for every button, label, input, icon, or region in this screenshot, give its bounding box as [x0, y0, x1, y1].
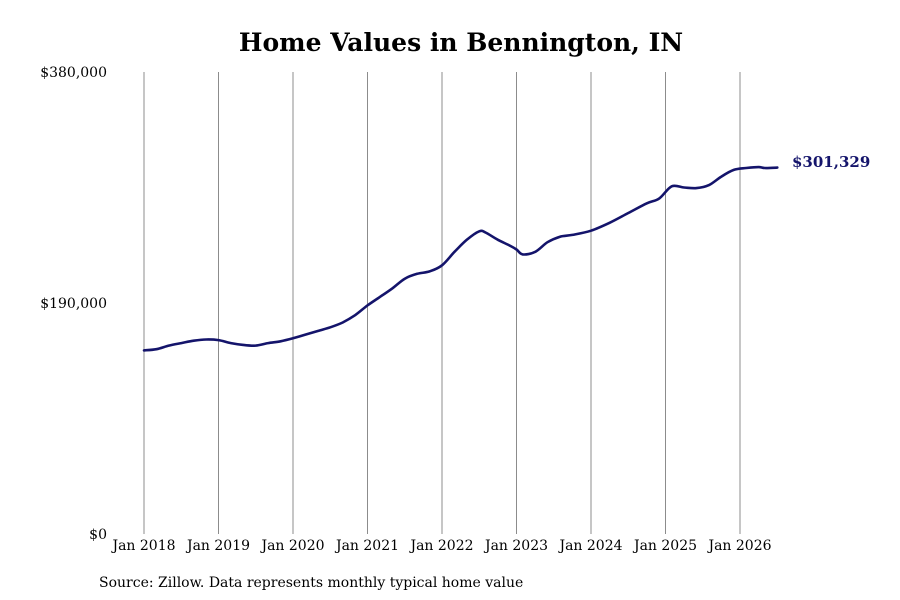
home-value-series-line [142, 165, 779, 352]
x-tick-label: Jan 2020 [259, 538, 324, 554]
x-tick-label: Jan 2021 [334, 538, 399, 554]
x-tick-label: Jan 2024 [557, 538, 622, 554]
x-axis-ticks: Jan 2018 Jan 2019 Jan 2020 Jan 2021 Jan 2022… [110, 538, 771, 554]
x-tick-label: Jan 2022 [408, 538, 473, 554]
source-note: Source: Zillow. Data represents monthly … [99, 575, 523, 591]
y-tick-label: $0 [89, 527, 107, 543]
latest-value-label: $301,329 [792, 153, 870, 171]
chart-title: Home Values in Bennington, IN [239, 28, 683, 57]
y-tick-label: $380,000 [40, 65, 107, 81]
x-tick-label: Jan 2018 [110, 538, 175, 554]
x-tick-label: Jan 2019 [185, 538, 250, 554]
gridlines [143, 72, 741, 534]
y-tick-label: $190,000 [40, 296, 107, 312]
y-axis-ticks: $0 $190,000 $380,000 [40, 65, 107, 543]
x-tick-label: Jan 2026 [706, 538, 771, 554]
x-tick-label: Jan 2025 [632, 538, 697, 554]
x-tick-label: Jan 2023 [483, 538, 548, 554]
